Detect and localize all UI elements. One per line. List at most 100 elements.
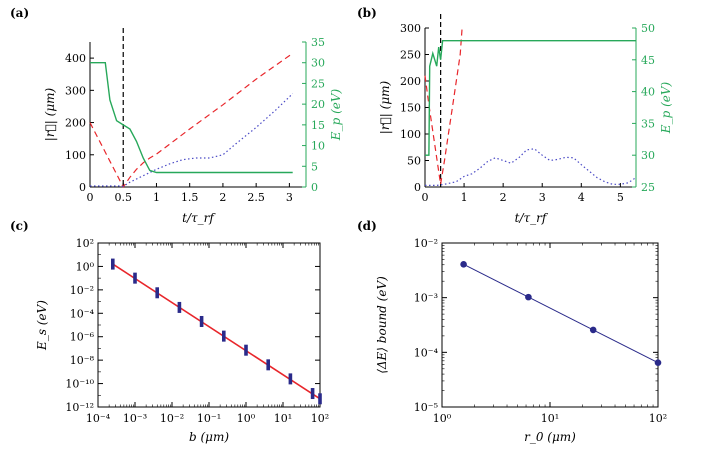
x-tick-label: 10⁰ [433, 412, 452, 425]
y-tick-label: 10⁰ [76, 260, 95, 273]
y-tick-label: 10⁻² [414, 237, 438, 250]
plot-frame [97, 242, 321, 408]
x-tick-label: 10¹ [541, 412, 559, 425]
data-point [155, 287, 159, 299]
data-point [133, 272, 137, 284]
x-axis-label: r_0 (μm) [524, 430, 576, 444]
data-point [460, 261, 467, 268]
x-tick-label: 10⁻⁴ [86, 412, 111, 425]
y-tick-label-right: 40 [641, 86, 655, 99]
y-tick-label-right: 35 [641, 117, 655, 130]
series-E_p [425, 40, 636, 156]
y-tick-label-right: 15 [311, 119, 325, 132]
data-point [222, 330, 226, 342]
panel-label: (d) [357, 219, 377, 233]
data-point [288, 373, 293, 385]
x-tick-label: 3 [286, 191, 293, 204]
y-axis-label: ⟨ΔE⟩ bound (eV) [375, 276, 389, 374]
x-tick-label: 0.5 [114, 191, 132, 204]
x-tick-label: 3 [539, 191, 546, 204]
x-axis-label: t/τ_rf [515, 211, 549, 225]
data-point [111, 258, 115, 270]
data-point [177, 301, 182, 313]
y-axis-label-right: E_p (eV) [329, 88, 343, 141]
y-tick-label-left: 400 [65, 52, 86, 65]
y-tick-label-left: 300 [65, 84, 86, 97]
y-tick-label-right: 5 [311, 160, 318, 173]
series-r_quantum [425, 148, 637, 186]
y-tick-label-right: 25 [641, 181, 655, 194]
x-tick-label: 10⁻² [160, 412, 184, 425]
y-tick-label: 10⁻² [70, 284, 94, 297]
y-tick-label-left: 0 [414, 181, 421, 194]
x-tick-label: 2 [500, 191, 507, 204]
data-point [318, 393, 322, 405]
y-tick-label-right: 35 [311, 36, 325, 49]
data-point [266, 359, 270, 371]
y-tick-label-left: 250 [400, 49, 421, 62]
y-tick-label-left: 100 [400, 128, 421, 141]
series-r_quantum [90, 93, 294, 188]
series-E_p [90, 62, 293, 174]
data-point [244, 344, 248, 356]
x-tick-label: 0 [87, 191, 94, 204]
data-point [199, 315, 204, 327]
x-tick-label: 10⁻³ [123, 412, 147, 425]
panel-a: (a)0 0.5 1 1.5 2 2.5 3010020030040005101520253… [10, 6, 343, 225]
y-tick-label-left: 100 [65, 149, 86, 162]
data-point [589, 326, 597, 334]
x-tick-label: 4 [578, 191, 585, 204]
y-tick-label: 10⁻¹⁰ [65, 378, 94, 391]
y-tick-label-right: 20 [311, 98, 325, 111]
x-tick-label: 2 [219, 191, 226, 204]
panel-b: (b)0 1 2 3 4 5050100150200250300253035404550t… [357, 6, 673, 225]
y-tick-label-right: 10 [311, 140, 325, 153]
y-axis-label-left: |r⃗| (μm) [378, 80, 392, 134]
y-tick-label-left: 0 [79, 181, 86, 194]
series-r_classical [89, 52, 294, 189]
x-tick-label: 2.5 [247, 191, 265, 204]
panel-d: (d) 10⁰ 10¹ 10² 10⁻⁵ 10⁻⁴ 10⁻³ 10⁻² r_0 (μm) ⟨ΔE⟩… [357, 219, 667, 444]
x-tick-label: 10² [649, 412, 667, 425]
x-axis-label: b (μm) [189, 430, 229, 444]
y-axis-label-right: E_p (eV) [659, 81, 673, 134]
y-tick-label-left: 200 [65, 117, 86, 130]
x-tick-label: 1.5 [181, 191, 199, 204]
series-line [463, 263, 659, 364]
y-tick-label-right: 30 [311, 57, 325, 70]
y-tick-label-left: 150 [400, 102, 421, 115]
panel-label: (c) [10, 219, 29, 233]
y-tick-label: 10⁻⁴ [70, 307, 95, 320]
data-point [654, 359, 662, 367]
panel-label: (a) [10, 6, 29, 20]
y-axis-label: E_s (eV) [35, 300, 49, 351]
y-tick-label-right: 25 [311, 77, 325, 90]
x-tick-label: 5 [617, 191, 624, 204]
x-tick-label: 1 [153, 191, 160, 204]
y-tick-label-left: 50 [407, 155, 421, 168]
x-tick-label: 10⁻¹ [197, 412, 221, 425]
y-tick-label-right: 45 [641, 54, 655, 67]
x-tick-label: 10² [311, 412, 329, 425]
y-tick-label: 10² [76, 237, 94, 250]
y-tick-label: 10⁻⁸ [70, 354, 95, 367]
y-tick-label: 10⁻⁴ [414, 346, 439, 359]
y-tick-label: 10⁻⁵ [414, 401, 438, 414]
x-axis-label: t/τ_rf [182, 211, 216, 225]
data-point [525, 293, 532, 301]
fit-line [112, 263, 321, 400]
y-tick-label-left: 300 [400, 22, 421, 35]
y-tick-label-right: 0 [311, 181, 318, 194]
x-tick-label: 10¹ [274, 412, 292, 425]
x-tick-label: 10⁰ [237, 412, 256, 425]
y-tick-label: 10⁻⁶ [70, 331, 95, 344]
plot-frame [441, 242, 659, 408]
y-tick-label-right: 30 [641, 149, 655, 162]
panel-c: (c) 10⁻⁴ 10⁻³ 10⁻² 10⁻¹ 10⁰ 10¹ 10² 10⁻¹² 10⁻¹⁰ 10… [10, 219, 329, 444]
x-tick-label: 1 [461, 191, 468, 204]
series-r_classical [424, 27, 463, 185]
x-tick-label: 0 [422, 191, 429, 204]
data-point [310, 388, 315, 400]
y-tick-label-right: 50 [641, 22, 655, 35]
